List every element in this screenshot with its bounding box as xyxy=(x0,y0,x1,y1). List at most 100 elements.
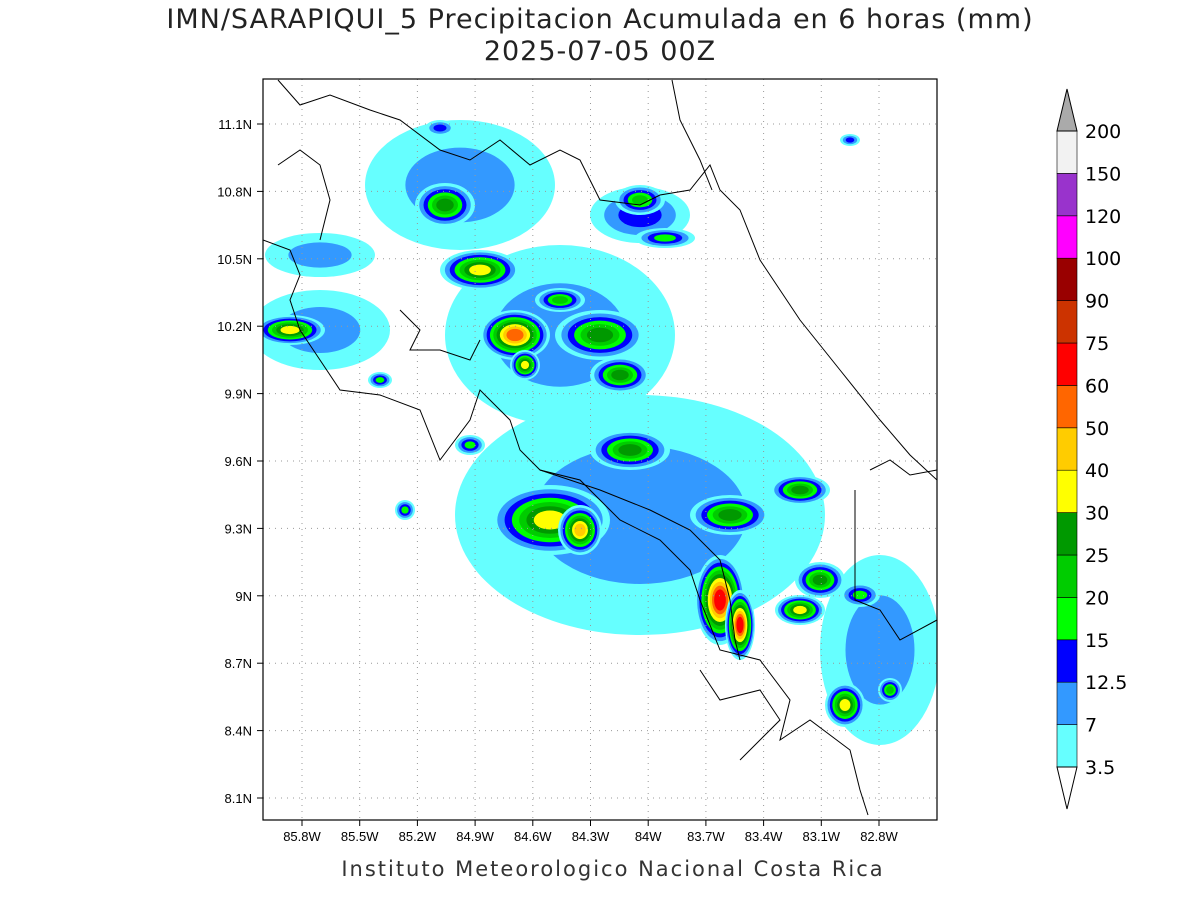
precip-area xyxy=(714,589,726,611)
colorbar-label: 7 xyxy=(1085,715,1097,737)
precip-area xyxy=(845,137,855,143)
x-tick-label: 84.6W xyxy=(514,829,552,844)
y-tick-label: 11.1N xyxy=(218,117,252,132)
x-tick-label: 82.8W xyxy=(860,829,898,844)
precip-area xyxy=(793,605,807,615)
colorbar-segment xyxy=(1056,427,1078,471)
border xyxy=(539,469,741,661)
colorbar-label: 120 xyxy=(1085,206,1121,228)
precip-area xyxy=(839,699,851,711)
colorbar-segment xyxy=(1056,130,1078,174)
colorbar-label: 50 xyxy=(1085,418,1109,440)
y-tick-label: 10.5N xyxy=(217,252,252,267)
precip-area xyxy=(464,441,476,449)
colorbar-segment xyxy=(1056,554,1078,598)
x-tick-label: 85.2W xyxy=(399,829,437,844)
y-tick-label: 9.9N xyxy=(225,387,252,402)
precip-area xyxy=(280,325,300,335)
coastlines xyxy=(263,79,937,816)
x-tick-label: 84.3W xyxy=(572,829,610,844)
precip-area xyxy=(791,485,809,495)
colorbar-segment xyxy=(1056,597,1078,641)
coast xyxy=(869,459,937,476)
colorbar-under xyxy=(1056,766,1078,810)
colorbar-label: 25 xyxy=(1085,545,1109,567)
colorbar-label: 60 xyxy=(1085,375,1109,397)
y-tick-label: 8.7N xyxy=(225,656,252,671)
x-tick-label: 83.7W xyxy=(687,829,725,844)
colorbar-segment xyxy=(1056,724,1078,768)
precip-area xyxy=(375,377,385,383)
colorbar-segment xyxy=(1056,469,1078,513)
colorbar-over xyxy=(1056,88,1078,132)
footer: Instituto Meteorologico Nacional Costa R… xyxy=(341,857,884,881)
x-tick-label: 84W xyxy=(635,829,662,844)
x-tick-label: 85.8W xyxy=(283,829,321,844)
colorbar-segment xyxy=(1056,681,1078,725)
colorbar-segment xyxy=(1056,173,1078,217)
x-tick-label: 84.9W xyxy=(456,829,494,844)
title: IMN/SARAPIQUI_5 Precipitacion Acumulada … xyxy=(166,4,1033,35)
x-tick-label: 83.1W xyxy=(803,829,841,844)
precip-area xyxy=(520,360,530,370)
precip-area xyxy=(436,198,454,212)
x-tick-label: 83.4W xyxy=(745,829,783,844)
precip-area xyxy=(886,686,894,694)
coast xyxy=(277,79,937,481)
y-tick-label: 10.8N xyxy=(217,184,252,199)
colorbar-segment xyxy=(1056,215,1078,259)
precip-area xyxy=(654,234,676,242)
precipitation-field xyxy=(263,120,937,745)
y-tick-label: 9N xyxy=(235,589,252,604)
colorbar-label: 75 xyxy=(1085,333,1109,355)
colorbar-segment xyxy=(1056,385,1078,429)
subtitle: 2025-07-05 00Z xyxy=(484,36,716,67)
colorbar-segment xyxy=(1056,300,1078,344)
y-tick-label: 8.4N xyxy=(225,724,252,739)
coast xyxy=(399,309,481,361)
coast xyxy=(263,239,869,816)
coast xyxy=(699,669,781,761)
precip-area xyxy=(401,506,409,514)
precip-area xyxy=(533,510,567,530)
colorbar-label: 15 xyxy=(1085,630,1109,652)
precip-area xyxy=(506,328,524,342)
map-frame xyxy=(262,78,938,821)
precip-area xyxy=(586,327,614,343)
precip-area xyxy=(718,509,742,521)
grid: 85.8W 85.5W 85.2W 84.9W 84.6W 84.3W 84W 83.7W 83… xyxy=(217,79,937,844)
y-tick-label: 8.1N xyxy=(225,791,252,806)
colorbar-label: 30 xyxy=(1085,503,1109,525)
coast xyxy=(671,79,713,191)
colorbar-label: 90 xyxy=(1085,291,1109,313)
colorbar-segment xyxy=(1056,512,1078,556)
coast xyxy=(277,149,331,241)
precip-area xyxy=(618,444,642,456)
colorbar-label: 200 xyxy=(1085,121,1121,143)
colorbar-label: 3.5 xyxy=(1085,757,1115,779)
colorbar-label: 150 xyxy=(1085,163,1121,185)
y-tick-label: 10.2N xyxy=(217,319,252,334)
precip-area xyxy=(845,595,915,705)
colorbar-label: 100 xyxy=(1085,248,1121,270)
y-tick-label: 9.3N xyxy=(225,521,252,536)
precip-area xyxy=(552,296,568,304)
colorbar-label: 40 xyxy=(1085,460,1109,482)
colorbar-segment xyxy=(1056,342,1078,386)
precip-area xyxy=(469,264,491,276)
precip-area xyxy=(288,242,352,268)
colorbar-label: 20 xyxy=(1085,587,1109,609)
precip-area xyxy=(611,369,629,381)
precip-area xyxy=(433,124,447,132)
colorbar: 3.5 7 12.5 15 20 25 30 40 50 60 75 90 100 120 150 200 xyxy=(1056,88,1127,810)
colorbar-segment xyxy=(1056,257,1078,301)
precip-area xyxy=(632,195,648,205)
border xyxy=(854,490,937,641)
x-tick-label: 85.5W xyxy=(341,829,379,844)
precip-area xyxy=(852,590,868,600)
colorbar-label: 12.5 xyxy=(1085,672,1127,694)
colorbar-segment xyxy=(1056,639,1078,683)
precip-area xyxy=(574,523,586,537)
